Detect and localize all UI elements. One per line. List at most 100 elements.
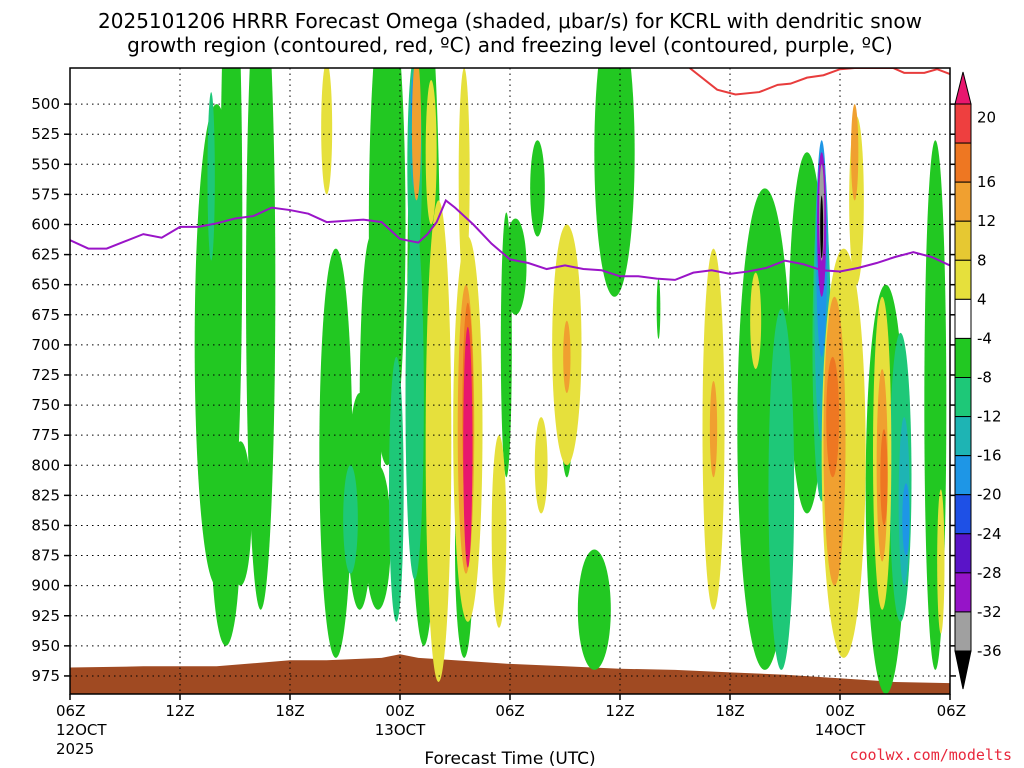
y-tick-label: 875 xyxy=(31,547,60,565)
y-tick-label: 525 xyxy=(31,125,60,143)
colorbar-box xyxy=(954,455,972,496)
x-tick-date: 14OCT xyxy=(815,721,866,739)
x-tick-year: 2025 xyxy=(56,740,94,758)
x-tick-date: 13OCT xyxy=(375,721,426,739)
contour-lines xyxy=(70,68,950,281)
omega-contour-4 xyxy=(937,489,945,634)
x-tick-label: 18Z xyxy=(275,702,304,720)
x-tick-label: 06Z xyxy=(56,702,85,720)
omega-contour-minus8 xyxy=(319,248,353,658)
y-tick-label: 675 xyxy=(31,306,60,324)
omega-contour-minus8 xyxy=(594,68,635,297)
colorbar-label: -28 xyxy=(977,564,1002,582)
y-tick-label: 950 xyxy=(31,637,60,655)
y-tick-label: 900 xyxy=(31,577,60,595)
freezing-level-line xyxy=(70,198,950,281)
y-tick-label: 750 xyxy=(31,396,60,414)
omega-contour-minus8 xyxy=(530,140,545,237)
omega-contour-20 xyxy=(463,326,473,568)
colorbar-box xyxy=(954,142,972,183)
colorbar-box xyxy=(954,494,972,535)
omega-contour-minus12 xyxy=(768,308,795,670)
colorbar-box xyxy=(954,416,972,457)
x-axis-label: Forecast Time (UTC) xyxy=(424,749,595,768)
colorbar-box xyxy=(954,181,972,222)
y-tick-label: 775 xyxy=(31,426,60,444)
colorbar-box xyxy=(954,337,972,378)
omega-contour-12 xyxy=(411,68,422,201)
omega-contour-minus8 xyxy=(220,68,243,526)
omega-contour-minus20 xyxy=(902,483,910,556)
x-tick-label: 00Z xyxy=(385,702,414,720)
colorbar-label: 4 xyxy=(977,290,987,308)
y-tick-label: 825 xyxy=(31,486,60,504)
colorbar-box xyxy=(954,611,972,652)
colorbar-label: -32 xyxy=(977,603,1002,621)
chart-title-line-2: growth region (contoured, red, ºC) and f… xyxy=(127,33,893,57)
colorbar-label: 8 xyxy=(977,251,987,269)
y-tick-label: 600 xyxy=(31,216,60,234)
colorbar-label: -8 xyxy=(977,369,992,387)
y-tick-label: 625 xyxy=(31,246,60,264)
omega-contour-minus8 xyxy=(656,278,661,339)
colorbar-bottom-arrow xyxy=(954,650,972,690)
x-tick-label: 12Z xyxy=(605,702,634,720)
x-tick-label: 06Z xyxy=(937,702,966,720)
credit-link[interactable]: coolwx.com/modelts xyxy=(849,746,1012,764)
colorbar-label: -20 xyxy=(977,486,1002,504)
omega-contour-12 xyxy=(563,320,571,394)
omega-contour-16 xyxy=(826,356,840,478)
y-tick-label: 800 xyxy=(31,456,60,474)
colorbar-label: 12 xyxy=(977,212,996,230)
omega-contour-4 xyxy=(750,272,762,369)
omega-contour-minus8 xyxy=(365,465,391,610)
x-tick-date: 12OCT xyxy=(56,721,107,739)
chart-title-line-1: 2025101206 HRRR Forecast Omega (shaded, … xyxy=(98,9,922,33)
omega-contour-12 xyxy=(709,381,718,478)
colorbar-box xyxy=(954,533,972,574)
omega-contour-4 xyxy=(425,80,437,225)
y-tick-label: 650 xyxy=(31,276,60,294)
y-tick-label: 700 xyxy=(31,336,60,354)
colorbar-box xyxy=(954,259,972,300)
y-tick-label: 550 xyxy=(31,155,60,173)
dendritic-growth-line xyxy=(689,68,950,96)
colorbar-box xyxy=(954,377,972,418)
colorbar-top-arrow xyxy=(954,71,972,105)
axes: 500 525 550 575 600 625 650 675 700 725 750 775 800 8… xyxy=(31,95,966,758)
omega-contour-12 xyxy=(851,104,859,201)
colorbar-label: 20 xyxy=(977,109,996,127)
omega-contour-minus12 xyxy=(207,92,215,261)
y-tick-label: 575 xyxy=(31,185,60,203)
colorbar-label: -4 xyxy=(977,329,992,347)
omega-contour-4 xyxy=(321,68,333,195)
x-tick-label: 06Z xyxy=(495,702,524,720)
gridlines xyxy=(70,68,950,694)
colorbar-label: -36 xyxy=(977,642,1002,660)
y-tick-label: 725 xyxy=(31,366,60,384)
omega-contour-4 xyxy=(458,68,470,285)
colorbar: 20 16 12 8 4 -4 -8 -12 -16 -20 -24 -28 -32 -36 xyxy=(954,71,1002,690)
omega-contour-4 xyxy=(534,417,548,514)
colorbar-label: 16 xyxy=(977,173,996,191)
omega-contour-minus8 xyxy=(577,549,611,670)
colorbar-label: -12 xyxy=(977,408,1002,426)
colorbar-box xyxy=(954,572,972,613)
omega-contour-minus12 xyxy=(405,218,424,580)
y-tick-label: 850 xyxy=(31,516,60,534)
omega-contour-minus12 xyxy=(389,356,404,622)
x-tick-label: 18Z xyxy=(715,702,744,720)
y-tick-label: 925 xyxy=(31,607,60,625)
omega-contour-4 xyxy=(491,435,507,628)
colorbar-label: -16 xyxy=(977,447,1002,465)
colorbar-label: -24 xyxy=(977,525,1002,543)
colorbar-box xyxy=(954,298,972,339)
omega-contour-minus8 xyxy=(504,218,527,315)
colorbar-box xyxy=(954,103,972,144)
omega-contour-minus36 xyxy=(820,195,824,259)
omega-contour-4 xyxy=(425,200,452,682)
x-tick-label: 12Z xyxy=(165,702,194,720)
x-tick-label: 00Z xyxy=(825,702,854,720)
omega-contour-minus8 xyxy=(246,68,276,610)
